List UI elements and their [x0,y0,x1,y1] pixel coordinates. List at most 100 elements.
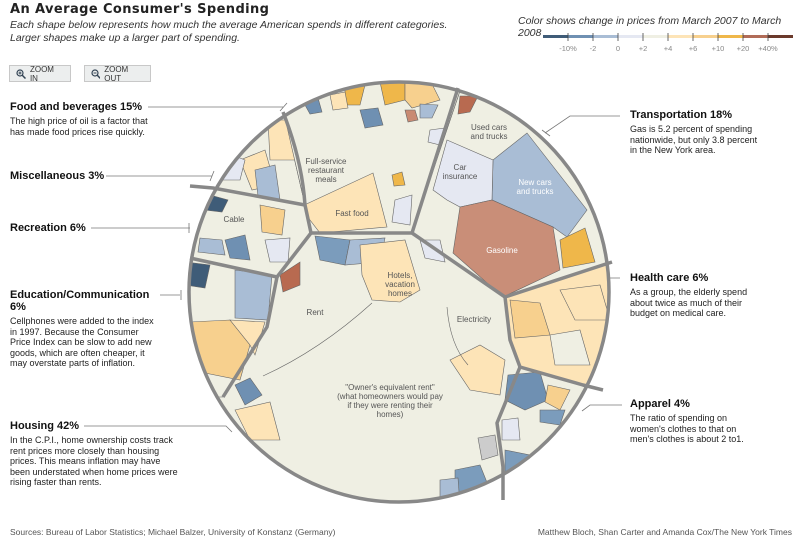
cell-fast-food[interactable] [299,172,388,234]
cell-label: homes) [377,410,404,419]
cell-label: Electricity [457,315,491,324]
cell[interactable] [359,107,384,129]
legend-tick-label: +6 [689,44,698,53]
cell[interactable] [419,239,446,263]
cell-label: Car [454,163,467,172]
cell-label: Fast food [335,209,368,218]
cell-label: if they were renting their [347,401,433,410]
cell-label: Gasoline [486,246,518,255]
legend-swatch [643,35,668,38]
label-title: Miscellaneous 3% [10,170,105,182]
subtitle: Larger shapes make up a larger part of s… [10,32,240,44]
cell[interactable] [501,417,521,441]
cell[interactable] [279,261,301,293]
zoom-out-label: ZOOM OUT [104,64,129,83]
legend-tick-label: -2 [590,44,597,53]
legend-swatch [668,35,693,38]
category-boundaries [187,80,613,504]
cell[interactable] [559,284,610,321]
label-transportation: Transportation 18% Gas is 5.2 percent of… [630,109,765,156]
legend-tick-label: -10% [559,44,577,53]
cell[interactable] [234,269,273,321]
legend-tick-label: +40% [758,44,778,53]
cell-label: Hotels, [388,271,413,280]
cell[interactable] [391,171,406,187]
cell-label: "Owner's equivalent rent" [345,383,435,392]
label-food: Food and beverages 15% The high price of… [10,101,160,137]
subtitle: Each shape below represents how much the… [10,19,448,31]
label-housing: Housing 42% In the C.P.I., home ownershi… [10,420,182,488]
label-title: Transportation 18% [630,109,733,121]
color-legend: -10% -2 0 +2 +4 +6 +10 +20 +40% [543,33,793,53]
legend-swatch [618,35,643,38]
credit: Matthew Bloch, Shan Carter and Amanda Co… [537,527,792,537]
legend-swatch [718,35,743,38]
cell-label: Rent [307,308,325,317]
cell-label: and trucks [517,187,554,196]
cell[interactable] [549,329,591,366]
label-misc: Miscellaneous 3% [10,170,104,182]
cell[interactable] [224,234,251,261]
cell[interactable] [259,204,286,236]
label-text: The high price of oil is a factor that h… [10,116,148,137]
legend-tick-label: +4 [664,44,673,53]
legend-swatch [693,35,718,38]
legend-swatch [593,35,618,38]
label-text: Gas is 5.2 percent of spending nationwid… [630,124,758,155]
cell-label: Used cars [471,123,507,132]
label-text: The ratio of spending on women's clothes… [630,413,744,444]
label-education: Education/Communication 6% Cellphones we… [10,289,160,369]
zoom-in-label: ZOOM IN [29,64,54,83]
label-health: Health care 6% As a group, the elderly s… [630,272,760,319]
leader-lines [84,102,622,433]
label-title: Recreation 6% [10,222,86,234]
cell[interactable] [477,434,499,461]
zoom-in-button[interactable]: ZOOM IN [9,64,71,83]
cell-gasoline[interactable] [452,199,561,298]
cell-label: restaurant [308,166,345,175]
cell-label: Cable [224,215,245,224]
svg-text:"Owner's equivalent rent"(what: "Owner's equivalent rent" (what homeowner… [337,383,443,419]
page-title: An Average Consumer's Spending [10,2,270,17]
cell[interactable] [559,227,596,269]
label-title: Health care 6% [630,272,709,284]
cell[interactable] [197,237,226,256]
cell[interactable] [234,377,263,406]
cell[interactable] [439,477,461,505]
sources: Sources: Bureau of Labor Statistics; Mic… [10,527,336,537]
cell-label: insurance [443,172,478,181]
zoom-out-button[interactable]: ZOOM OUT [84,64,151,83]
cell-labels: Full-service restaurant meals Fast food Ca… [224,123,554,419]
cell[interactable] [404,80,441,109]
cell[interactable] [419,103,439,119]
cell-label: Full-service [306,157,347,166]
legend-title: Color shows change in prices from March … [518,15,782,39]
legend-tick-label: +2 [639,44,648,53]
label-title: Education/Communication 6% [10,289,150,313]
cell-hotels[interactable] [359,239,421,303]
legend-swatch [743,35,768,38]
cell[interactable] [391,194,413,226]
cell[interactable] [449,344,506,396]
legend-swatch [543,35,568,38]
label-title: Food and beverages 15% [10,101,143,113]
legend-tick-label: +10 [712,44,725,53]
cell-label: New cars [518,178,551,187]
cell-label: and trucks [471,132,508,141]
cell[interactable] [329,91,349,111]
legend-tick-label: +20 [737,44,750,53]
rent-divider [262,302,373,377]
cell[interactable] [234,401,281,441]
label-text: In the C.P.I., home ownership costs trac… [10,435,178,487]
cell-label: (what homeowners would pay [337,392,443,401]
zoom-in-icon [16,68,26,79]
label-title: Housing 42% [10,420,80,432]
cell[interactable] [404,109,419,123]
label-apparel: Apparel 4% The ratio of spending on wome… [630,398,760,445]
